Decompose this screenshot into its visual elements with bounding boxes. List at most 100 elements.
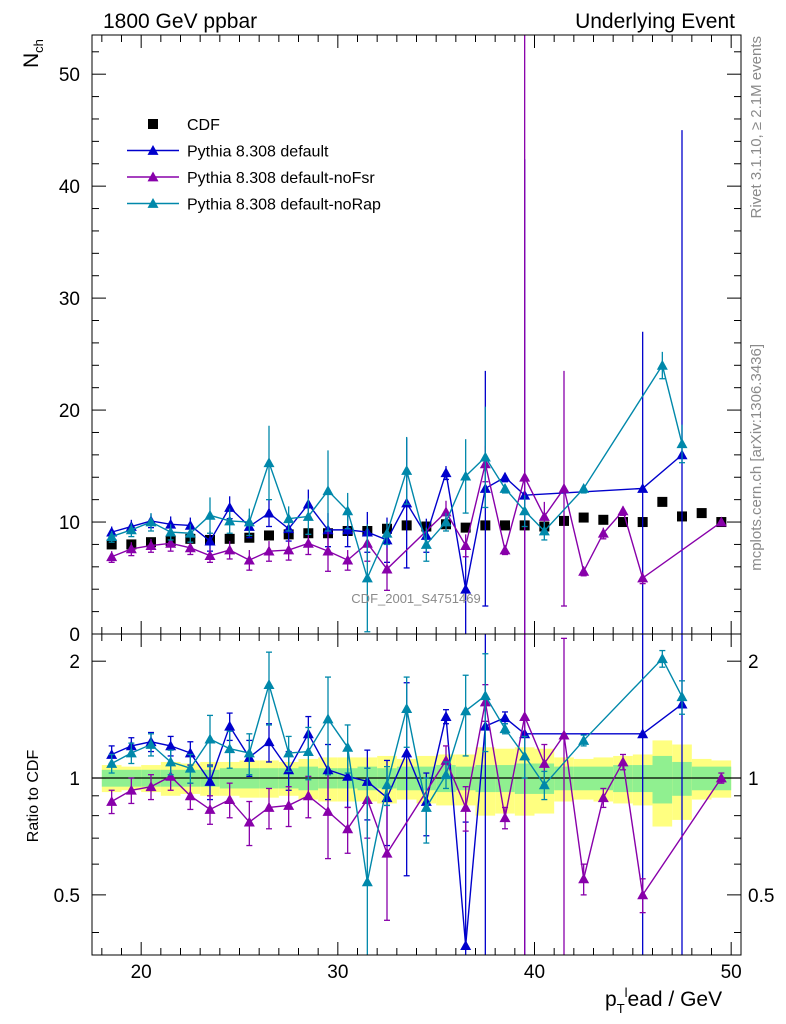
data-point <box>401 703 413 713</box>
data-point <box>460 540 472 550</box>
band-inner <box>652 755 673 804</box>
header-right: Underlying Event <box>575 10 735 33</box>
data-point <box>519 505 531 516</box>
data-point <box>381 527 393 538</box>
data-point <box>204 509 216 520</box>
data-point <box>499 723 511 734</box>
y-tick-label: 0 <box>69 625 80 646</box>
series-pythia-8-308-default-norap <box>106 649 688 955</box>
axes: 20 30 40 50 0 10 20 30 40 50 0.5 0.5 1 1 2 2 <box>54 34 774 983</box>
data-point <box>263 545 275 556</box>
data-point <box>499 471 511 482</box>
data-point <box>460 522 471 533</box>
data-point <box>263 507 275 518</box>
data-point <box>538 510 550 521</box>
data-point <box>165 537 177 548</box>
data-point <box>106 796 118 806</box>
data-point <box>460 470 472 481</box>
data-point <box>499 482 511 493</box>
data-point <box>125 784 137 795</box>
data-point <box>165 518 177 529</box>
data-point <box>500 520 510 531</box>
data-point <box>519 750 531 761</box>
data-point <box>597 792 609 803</box>
data-point <box>479 690 491 701</box>
data-point <box>420 538 432 549</box>
data-point <box>460 705 472 716</box>
data-point <box>165 756 177 767</box>
main-ylabel: Nch <box>20 39 46 68</box>
data-point <box>224 515 236 526</box>
data-point <box>499 544 511 555</box>
data-point <box>578 512 589 523</box>
data-point <box>165 770 177 781</box>
data-point <box>598 514 609 525</box>
data-point <box>440 711 452 721</box>
data-point <box>322 545 334 556</box>
data-point <box>302 790 314 801</box>
ratio-series <box>106 634 727 955</box>
legend-marker <box>148 119 158 129</box>
data-point <box>224 501 236 512</box>
data-point <box>637 728 649 739</box>
y-tick-label: 40 <box>59 177 80 198</box>
data-point <box>184 790 196 801</box>
data-point <box>618 517 628 528</box>
data-point <box>165 740 177 751</box>
data-point <box>499 812 511 823</box>
data-point <box>243 554 255 565</box>
data-point <box>578 482 590 493</box>
data-point <box>637 889 649 900</box>
data-point <box>106 539 117 550</box>
data-point <box>637 482 649 493</box>
data-point <box>243 747 255 758</box>
data-point <box>243 516 255 527</box>
data-point <box>302 746 314 756</box>
data-point <box>184 527 196 538</box>
ratio-y-tick-label-right: 0.5 <box>748 886 774 907</box>
data-point <box>597 527 609 538</box>
header-left: 1800 GeV ppbar <box>103 10 257 33</box>
data-point <box>184 542 196 553</box>
data-point <box>420 801 432 812</box>
data-point <box>145 781 157 792</box>
data-point <box>125 543 137 554</box>
rivet-label: Rivet 3.1.10, ≥ 2.1M events <box>748 36 765 219</box>
data-point <box>342 770 354 781</box>
data-point <box>617 505 629 516</box>
data-point <box>224 743 236 754</box>
y-tick-label: 10 <box>59 513 80 534</box>
legend-label: Pythia 8.308 default-noRap <box>187 197 381 214</box>
data-point <box>519 711 531 721</box>
data-point <box>676 691 688 702</box>
data-point <box>145 516 157 527</box>
x-tick-label: 30 <box>327 962 348 983</box>
data-point <box>656 653 668 664</box>
data-point <box>558 729 570 740</box>
data-point <box>342 505 354 516</box>
x-tick-label: 20 <box>131 962 152 983</box>
data-point <box>224 720 236 731</box>
data-point <box>361 572 373 583</box>
data-point <box>440 467 452 478</box>
data-point <box>243 816 255 827</box>
legend-marker <box>147 145 159 155</box>
mcplots-label: mcplots.cern.ch [arXiv:1306.3436] <box>748 344 765 571</box>
main-series <box>106 35 727 634</box>
data-point <box>361 876 373 887</box>
data-point <box>715 772 727 783</box>
data-point <box>342 741 354 752</box>
data-point <box>322 805 334 816</box>
data-point <box>204 775 216 786</box>
data-point <box>302 510 314 521</box>
data-point <box>381 847 393 858</box>
ratio-bands <box>92 740 741 827</box>
data-point <box>538 758 550 768</box>
data-point <box>283 747 295 758</box>
legend-label: CDF <box>187 117 220 134</box>
watermark: CDF_2001_S4751469 <box>351 591 480 606</box>
data-point <box>283 513 295 524</box>
data-point <box>283 544 295 555</box>
data-point <box>342 823 354 834</box>
